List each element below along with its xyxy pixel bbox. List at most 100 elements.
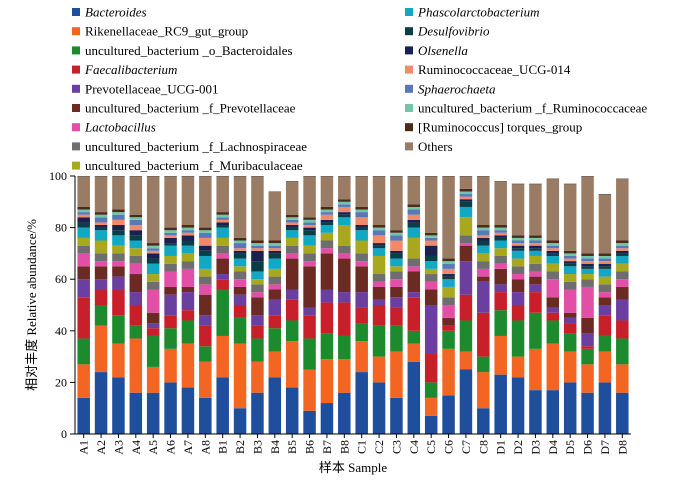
- bar-segment: [477, 176, 490, 226]
- bar-segment: [199, 361, 212, 398]
- bar-segment: [494, 237, 507, 241]
- bar-segment: [320, 225, 334, 233]
- x-tick-label: B4: [268, 440, 282, 454]
- bar-segment: [355, 341, 368, 373]
- bar-segment: [598, 255, 612, 259]
- bar-segment: [494, 268, 507, 285]
- bar-segment: [112, 219, 125, 226]
- bar-segment: [616, 364, 629, 393]
- bar-segment: [199, 245, 212, 251]
- legend-label: Ruminococcaceae_UCG-014: [418, 62, 571, 77]
- bar-segment: [442, 348, 455, 396]
- bar-top-edge: [94, 176, 108, 177]
- bar-segment: [407, 214, 421, 220]
- bar-segment: [129, 240, 143, 249]
- bar-segment: [338, 253, 351, 259]
- bar-segment: [407, 209, 421, 215]
- legend-swatch: [405, 123, 413, 132]
- bar-segment: [546, 279, 560, 298]
- bar-segment: [355, 372, 368, 434]
- bar-top-edge: [181, 176, 195, 177]
- bar-segment: [199, 284, 212, 295]
- bar-segment: [546, 320, 560, 344]
- bar-segment: [320, 232, 334, 241]
- bar-top-edge: [112, 176, 125, 177]
- legend-label: Olsenella: [418, 43, 468, 58]
- bar-segment: [459, 261, 473, 295]
- bar-top-edge: [581, 176, 594, 177]
- bar-segment: [477, 253, 490, 262]
- bar-segment: [164, 227, 177, 231]
- bar-segment: [268, 245, 282, 249]
- bar-top-edge: [459, 176, 473, 177]
- bar-segment: [285, 320, 299, 342]
- axes: 0 20 40 60 80 100 A1 A2 A3 A4 A5 A6 A7 A8 B1 B2 B3 B4 B5 B6…: [49, 169, 631, 455]
- bar-segment: [407, 219, 421, 223]
- bar-top-edge: [390, 176, 403, 177]
- bar-segment: [320, 209, 334, 213]
- bar-segment: [268, 351, 282, 378]
- x-tick-label: C7: [459, 440, 473, 454]
- bar-segment: [407, 271, 421, 293]
- bar-segment: [320, 219, 334, 223]
- bar-segment: [372, 274, 386, 282]
- bar-segment: [338, 292, 351, 303]
- bar-segment: [77, 397, 90, 434]
- bar-segment: [442, 263, 455, 269]
- bar-segment: [581, 263, 594, 267]
- bar-segment: [94, 266, 108, 280]
- bar-segment: [320, 248, 334, 254]
- bar-segment: [251, 338, 264, 362]
- bar-segment: [338, 258, 351, 293]
- bar-segment: [372, 305, 386, 326]
- bar-top-edge: [216, 176, 229, 177]
- bar-segment: [146, 258, 160, 264]
- legend-label: uncultured_bacterium _o_Bacteroidales: [85, 43, 293, 58]
- bar-segment: [407, 330, 421, 344]
- bar-segment: [477, 245, 490, 254]
- bar-segment: [233, 176, 247, 238]
- bar-segment: [459, 217, 473, 236]
- bar-segment: [390, 253, 403, 259]
- bar-segment: [94, 261, 108, 267]
- bar-segment: [581, 274, 594, 280]
- legend: Bacteroides Rikenellaceae_RC9_gut_groupun…: [72, 5, 647, 173]
- bar-segment: [598, 315, 612, 336]
- bar-segment: [164, 271, 177, 287]
- legend-swatch: [405, 65, 413, 74]
- bar-segment: [511, 320, 525, 357]
- bar-segment: [598, 258, 612, 262]
- bar-segment: [320, 289, 334, 303]
- bar-segment: [529, 248, 542, 251]
- legend-swatch: [405, 104, 413, 112]
- bar-segment: [563, 351, 577, 383]
- bar-segment: [181, 232, 195, 236]
- bar-segment: [77, 214, 90, 218]
- bar-segment: [372, 325, 386, 357]
- bar-segment: [459, 294, 473, 321]
- bar-segment: [390, 240, 403, 251]
- bar-segment: [146, 392, 160, 434]
- bar-segment: [598, 253, 612, 256]
- bar-segment: [320, 214, 334, 220]
- legend-swatch: [72, 84, 80, 93]
- bar-segment: [511, 237, 525, 241]
- bar-segment: [199, 255, 212, 269]
- bar-segment: [146, 335, 160, 367]
- legend-swatch: [72, 65, 80, 74]
- legend-label: uncultured_bacterium _f_Lachnospiraceae: [85, 139, 307, 154]
- bar-segment: [459, 351, 473, 370]
- bar-segment: [303, 261, 316, 267]
- bar-segment: [303, 176, 316, 218]
- bar-segment: [529, 263, 542, 272]
- bar-segment: [372, 382, 386, 434]
- bar-segment: [303, 230, 316, 236]
- bar-segment: [616, 253, 629, 256]
- bar-segment: [338, 212, 351, 215]
- bar-segment: [459, 245, 473, 262]
- bar-segment: [216, 219, 229, 223]
- bar-top-edge: [424, 176, 438, 177]
- x-tick-label: B1: [216, 440, 230, 454]
- bar-segment: [233, 248, 247, 251]
- bar-segment: [94, 217, 108, 223]
